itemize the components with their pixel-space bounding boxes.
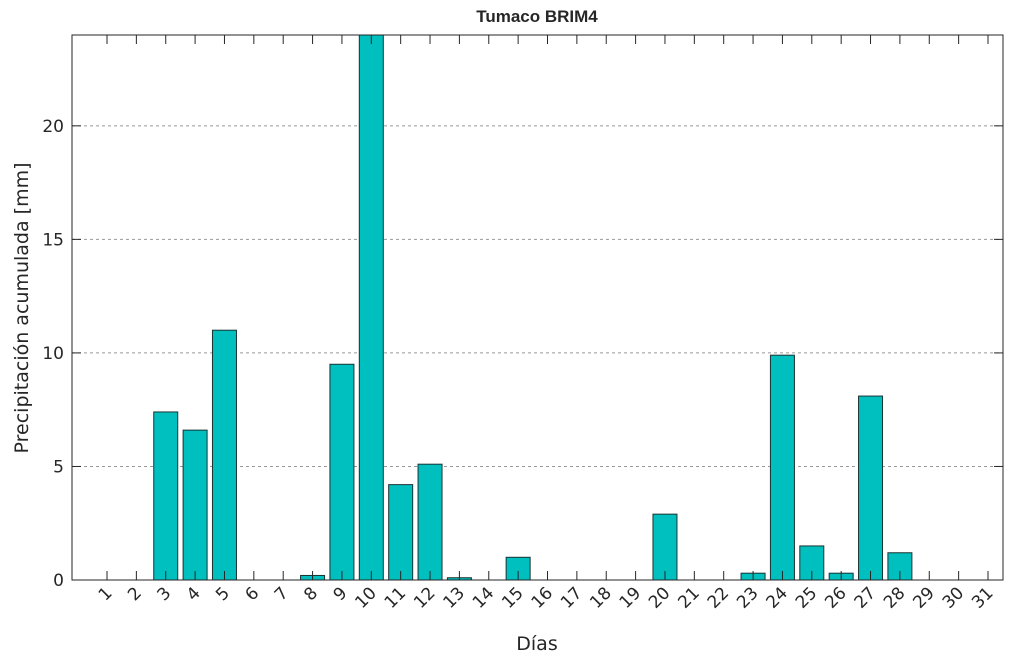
- bar: [211, 329, 237, 581]
- bar: [388, 484, 414, 581]
- bar: [153, 411, 179, 581]
- y-tick-label: 5: [53, 457, 64, 477]
- axes-box: [71, 34, 1004, 581]
- y-tick-label: 20: [42, 117, 64, 137]
- y-tick-label: 15: [42, 230, 64, 250]
- bar: [182, 429, 208, 581]
- bar: [858, 395, 884, 581]
- chart-title: Tumaco BRIM4: [476, 7, 598, 26]
- bar: [329, 363, 355, 581]
- y-tick-label: 0: [53, 571, 64, 591]
- y-tick-label: 10: [42, 344, 64, 364]
- bar: [652, 513, 678, 581]
- bar: [358, 34, 384, 581]
- bar: [417, 463, 443, 581]
- y-axis-label: Precipitación acumulada [mm]: [11, 163, 33, 454]
- x-axis-label: Días: [516, 633, 557, 655]
- bar: [769, 354, 795, 581]
